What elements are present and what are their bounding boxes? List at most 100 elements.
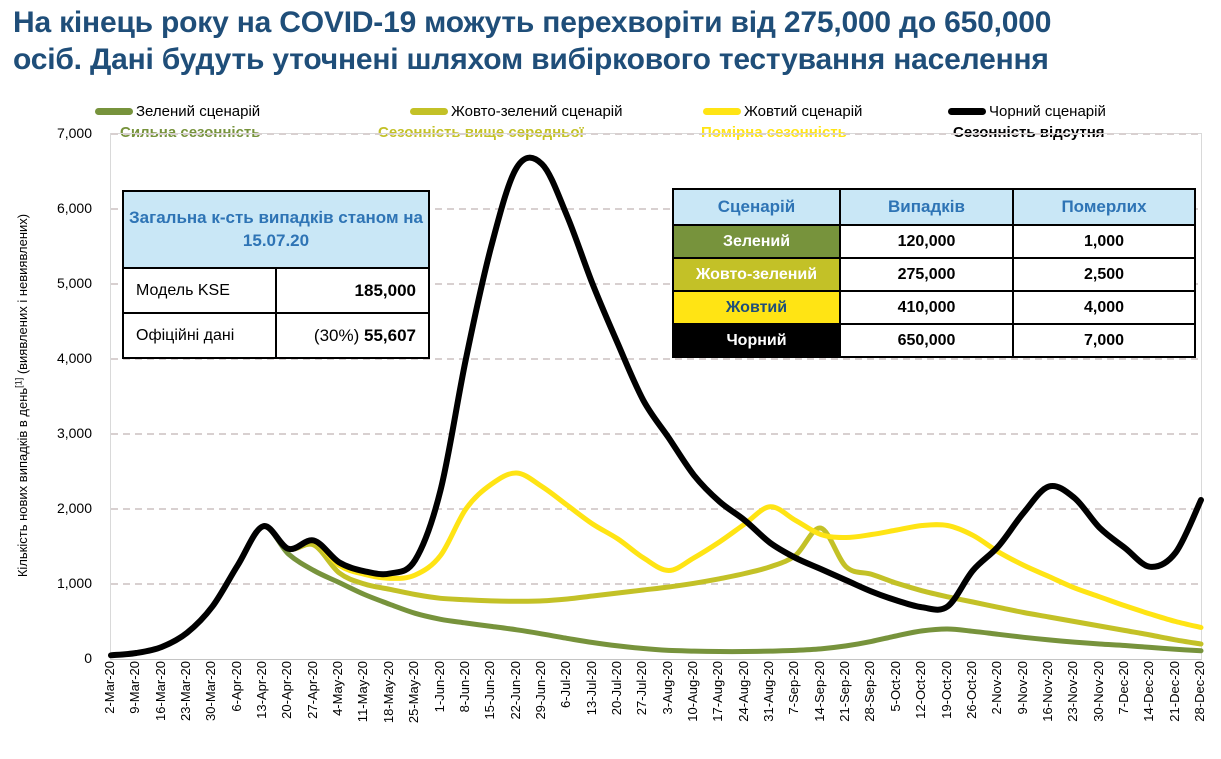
x-tick-label: 27-Apr-20	[304, 661, 320, 719]
x-tick-label: 6-Apr-20	[228, 661, 244, 712]
season-label-yellow-green: Сезонність вище середньої	[378, 124, 584, 141]
x-tick-label: 7-Dec-20	[1115, 661, 1131, 715]
x-tick-label: 13-Apr-20	[254, 661, 270, 719]
x-tick-label: 21-Dec-20	[1166, 661, 1182, 722]
x-tick-label: 23-Nov-20	[1065, 661, 1081, 722]
y-tick-label: 2,000	[56, 500, 92, 516]
x-tick-label: 4-May-20	[330, 661, 346, 716]
summary-official-number: 55,607	[364, 325, 416, 345]
gridline-4000	[111, 358, 1201, 360]
legend-swatch-yellow-icon	[703, 107, 741, 115]
chart-line-yellow	[108, 470, 1204, 658]
season-label-yellow: Помірна сезонність	[701, 124, 847, 141]
x-tick-label: 10-Aug-20	[685, 661, 701, 722]
summary-official-prefix: (30%)	[313, 325, 360, 345]
x-tick-label: 8-Jun-20	[456, 661, 472, 713]
x-tick-label: 25-May-20	[406, 661, 422, 724]
table-row: Офіційні дані (30%) 55,607	[122, 312, 430, 359]
x-tick-label: 16-Mar-20	[152, 661, 168, 721]
summary-table: Загальна к-сть випадків станом на 15.07.…	[122, 190, 430, 359]
scenario-cases-yellow-green: 275,000	[839, 257, 1014, 292]
scenario-deaths-yellow-green: 2,500	[1012, 257, 1196, 292]
scenario-name-yellow: Жовтий	[672, 290, 841, 325]
x-tick-label: 30-Mar-20	[203, 661, 219, 721]
y-axis-title-main: Кількість нових випадків в день	[14, 387, 30, 578]
y-tick-label: 5,000	[56, 275, 92, 291]
gridline-6000	[111, 208, 1201, 210]
y-tick-label: 4,000	[56, 350, 92, 366]
x-tick-label: 24-Aug-20	[735, 661, 751, 722]
y-axis-title: Кількість нових випадків в день[1] (вияв…	[14, 126, 31, 666]
legend-item-black: Чорний сценарій	[948, 102, 1106, 120]
summary-row-official-label: Офіційні дані	[122, 312, 277, 359]
y-tick-label: 3,000	[56, 425, 92, 441]
gridline-1000	[111, 583, 1201, 585]
legend-label-yellow-green: Жовто-зелений сценарій	[451, 102, 623, 120]
x-tick-label: 16-Nov-20	[1039, 661, 1055, 722]
plot-area	[108, 133, 1204, 660]
deaths-col-header: Померлих	[1012, 188, 1196, 226]
x-tick-label: 18-May-20	[380, 661, 396, 724]
legend-item-yellow: Жовтий сценарій	[703, 103, 862, 120]
x-tick-label: 31-Aug-20	[761, 661, 777, 722]
x-tick-label: 9-Nov-20	[1014, 661, 1030, 715]
season-label-black: Сезонність відсутня	[953, 124, 1105, 141]
table-row: Жовто-зелений 275,000 2,500	[672, 257, 1196, 292]
x-tick-label: 30-Nov-20	[1090, 661, 1106, 722]
x-tick-label: 20-Apr-20	[279, 661, 295, 719]
x-tick-label: 7-Sep-20	[786, 661, 802, 715]
x-tick-label: 19-Oct-20	[938, 661, 954, 719]
chart-line-black	[108, 154, 1204, 659]
legend-swatch-green-icon	[95, 107, 133, 115]
x-tick-label: 13-Jul-20	[583, 661, 599, 716]
scenario-name-black: Чорний	[672, 323, 841, 358]
y-tick-label: 0	[84, 650, 92, 666]
legend-item-yellow-green: Жовто-зелений сценарій	[410, 102, 623, 120]
scenario-deaths-green: 1,000	[1012, 224, 1196, 259]
gridline-5000	[111, 283, 1201, 285]
summary-row-model-label: Модель KSE	[122, 267, 277, 314]
chart-line-green	[108, 523, 1204, 658]
summary-row-official-value: (30%) 55,607	[275, 312, 430, 359]
x-tick-label: 17-Aug-20	[710, 661, 726, 722]
scenario-col-header: Сценарій	[672, 188, 841, 226]
x-tick-label: 9-Mar-20	[127, 661, 143, 714]
scenario-cases-yellow: 410,000	[839, 290, 1014, 325]
x-tick-label: 11-May-20	[355, 661, 371, 723]
x-tick-label: 1-Jun-20	[431, 661, 447, 713]
x-tick-label: 12-Oct-20	[913, 661, 929, 719]
season-label-green: Сильна сезонність	[120, 124, 261, 141]
chart-line-yellow-green	[108, 523, 1204, 658]
y-tick-label: 7,000	[56, 125, 92, 141]
table-row: Модель KSE 185,000	[122, 267, 430, 314]
table-row: Жовтий 410,000 4,000	[672, 290, 1196, 325]
page-title-line-2: осіб. Дані будуть уточнені шляхом вибірк…	[13, 43, 1049, 76]
summary-row-model-value: 185,000	[275, 267, 430, 314]
x-tick-label: 15-Jun-20	[482, 661, 498, 720]
x-tick-label: 5-Oct-20	[887, 661, 903, 712]
scenario-line-chart	[108, 154, 1204, 659]
scenario-table: Сценарій Випадків Померлих Зелений 120,0…	[672, 188, 1196, 358]
scenario-deaths-black: 7,000	[1012, 323, 1196, 358]
x-tick-label: 6-Jul-20	[558, 661, 574, 708]
scenario-table-header-row: Сценарій Випадків Померлих	[672, 188, 1196, 226]
scenario-cases-black: 650,000	[839, 323, 1014, 358]
legend-label-green: Зелений сценарій	[136, 102, 261, 120]
x-tick-label: 26-Oct-20	[963, 661, 979, 719]
page-title: На кінець року на COVID-19 можуть перехв…	[13, 4, 1213, 78]
x-tick-label: 14-Dec-20	[1141, 661, 1157, 722]
table-row: Чорний 650,000 7,000	[672, 323, 1196, 358]
scenario-name-green: Зелений	[672, 224, 841, 259]
y-axis-title-tail: (виявлених і невиявлених)	[14, 213, 30, 378]
x-tick-label: 29-Jun-20	[532, 661, 548, 720]
y-tick-label: 1,000	[56, 575, 92, 591]
x-tick-label: 21-Sep-20	[837, 661, 853, 722]
x-tick-label: 27-Jul-20	[634, 661, 650, 716]
x-tick-label: 28-Sep-20	[862, 661, 878, 722]
scenario-deaths-yellow: 4,000	[1012, 290, 1196, 325]
legend-swatch-yellow-green-icon	[410, 107, 448, 115]
legend-label-black: Чорний сценарій	[989, 102, 1106, 120]
summary-table-header: Загальна к-сть випадків станом на 15.07.…	[122, 190, 430, 269]
gridline-2000	[111, 508, 1201, 510]
x-tick-label: 23-Mar-20	[178, 661, 194, 721]
